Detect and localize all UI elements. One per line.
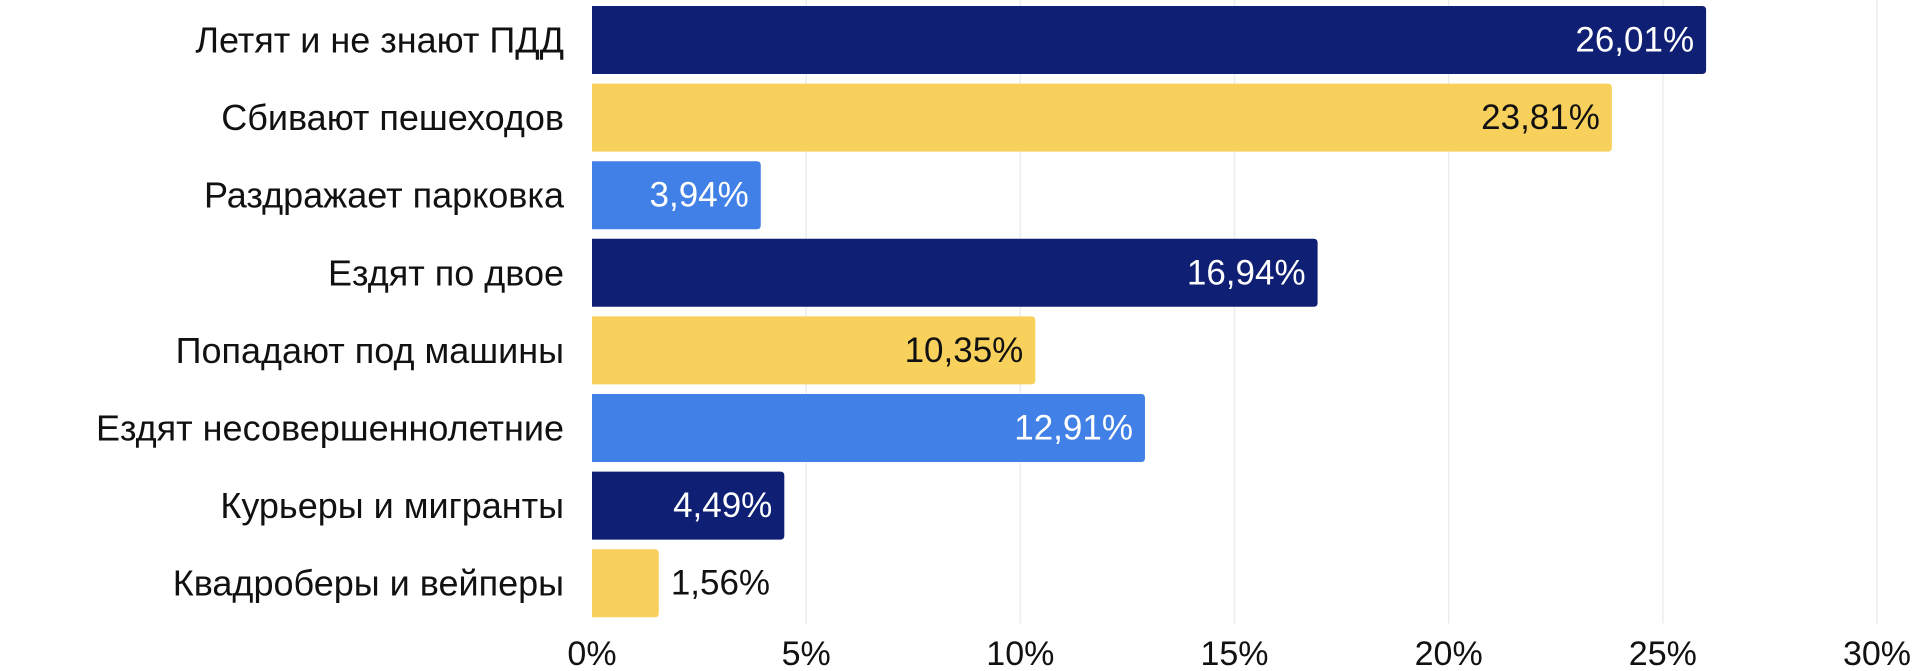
value-label-layer: 26,01% 23,81% 3,94% 16,94% 10,35% 12,91% 4,49%…: [650, 21, 1695, 603]
bar: [592, 394, 1145, 462]
category-label: Ездят по двое: [328, 252, 564, 293]
x-tick-label: 0%: [567, 635, 616, 671]
x-axis-tick-layer: 0% 5% 10% 15% 20% 25% 30%: [567, 635, 1911, 671]
category-label: Летят и не знают ПДД: [195, 20, 564, 61]
value-label: 4,49%: [673, 486, 772, 525]
value-label: 26,01%: [1575, 21, 1694, 60]
category-label: Сбивают пешеходов: [221, 97, 564, 138]
x-tick-label: 25%: [1629, 635, 1697, 671]
value-label: 3,94%: [650, 176, 749, 215]
bar: [592, 238, 1318, 307]
bar: [592, 549, 659, 618]
bar: [592, 316, 1036, 385]
x-tick-label: 30%: [1843, 635, 1911, 671]
bar-layer: [592, 6, 1707, 618]
x-tick-label: 15%: [1200, 635, 1268, 671]
category-label: Попадают под машины: [176, 330, 564, 371]
category-label: Курьеры и мигранты: [220, 485, 564, 526]
bar: [592, 161, 761, 230]
bar: [592, 83, 1612, 152]
category-label: Ездят несовершеннолетние: [96, 408, 564, 449]
bar: [592, 471, 785, 540]
value-label: 1,56%: [671, 564, 770, 603]
value-label: 23,81%: [1481, 98, 1600, 137]
value-label: 16,94%: [1187, 253, 1306, 292]
category-label: Раздражает парковка: [204, 175, 565, 216]
x-tick-label: 20%: [1415, 635, 1483, 671]
x-tick-label: 5%: [782, 635, 831, 671]
x-tick-label: 10%: [986, 635, 1054, 671]
value-label: 12,91%: [1014, 409, 1133, 448]
bar: [592, 6, 1707, 74]
value-label: 10,35%: [905, 331, 1024, 370]
category-label-layer: Летят и не знают ПДД Сбивают пешеходов Раз…: [96, 20, 565, 604]
category-label: Квадроберы и вейперы: [173, 563, 564, 604]
